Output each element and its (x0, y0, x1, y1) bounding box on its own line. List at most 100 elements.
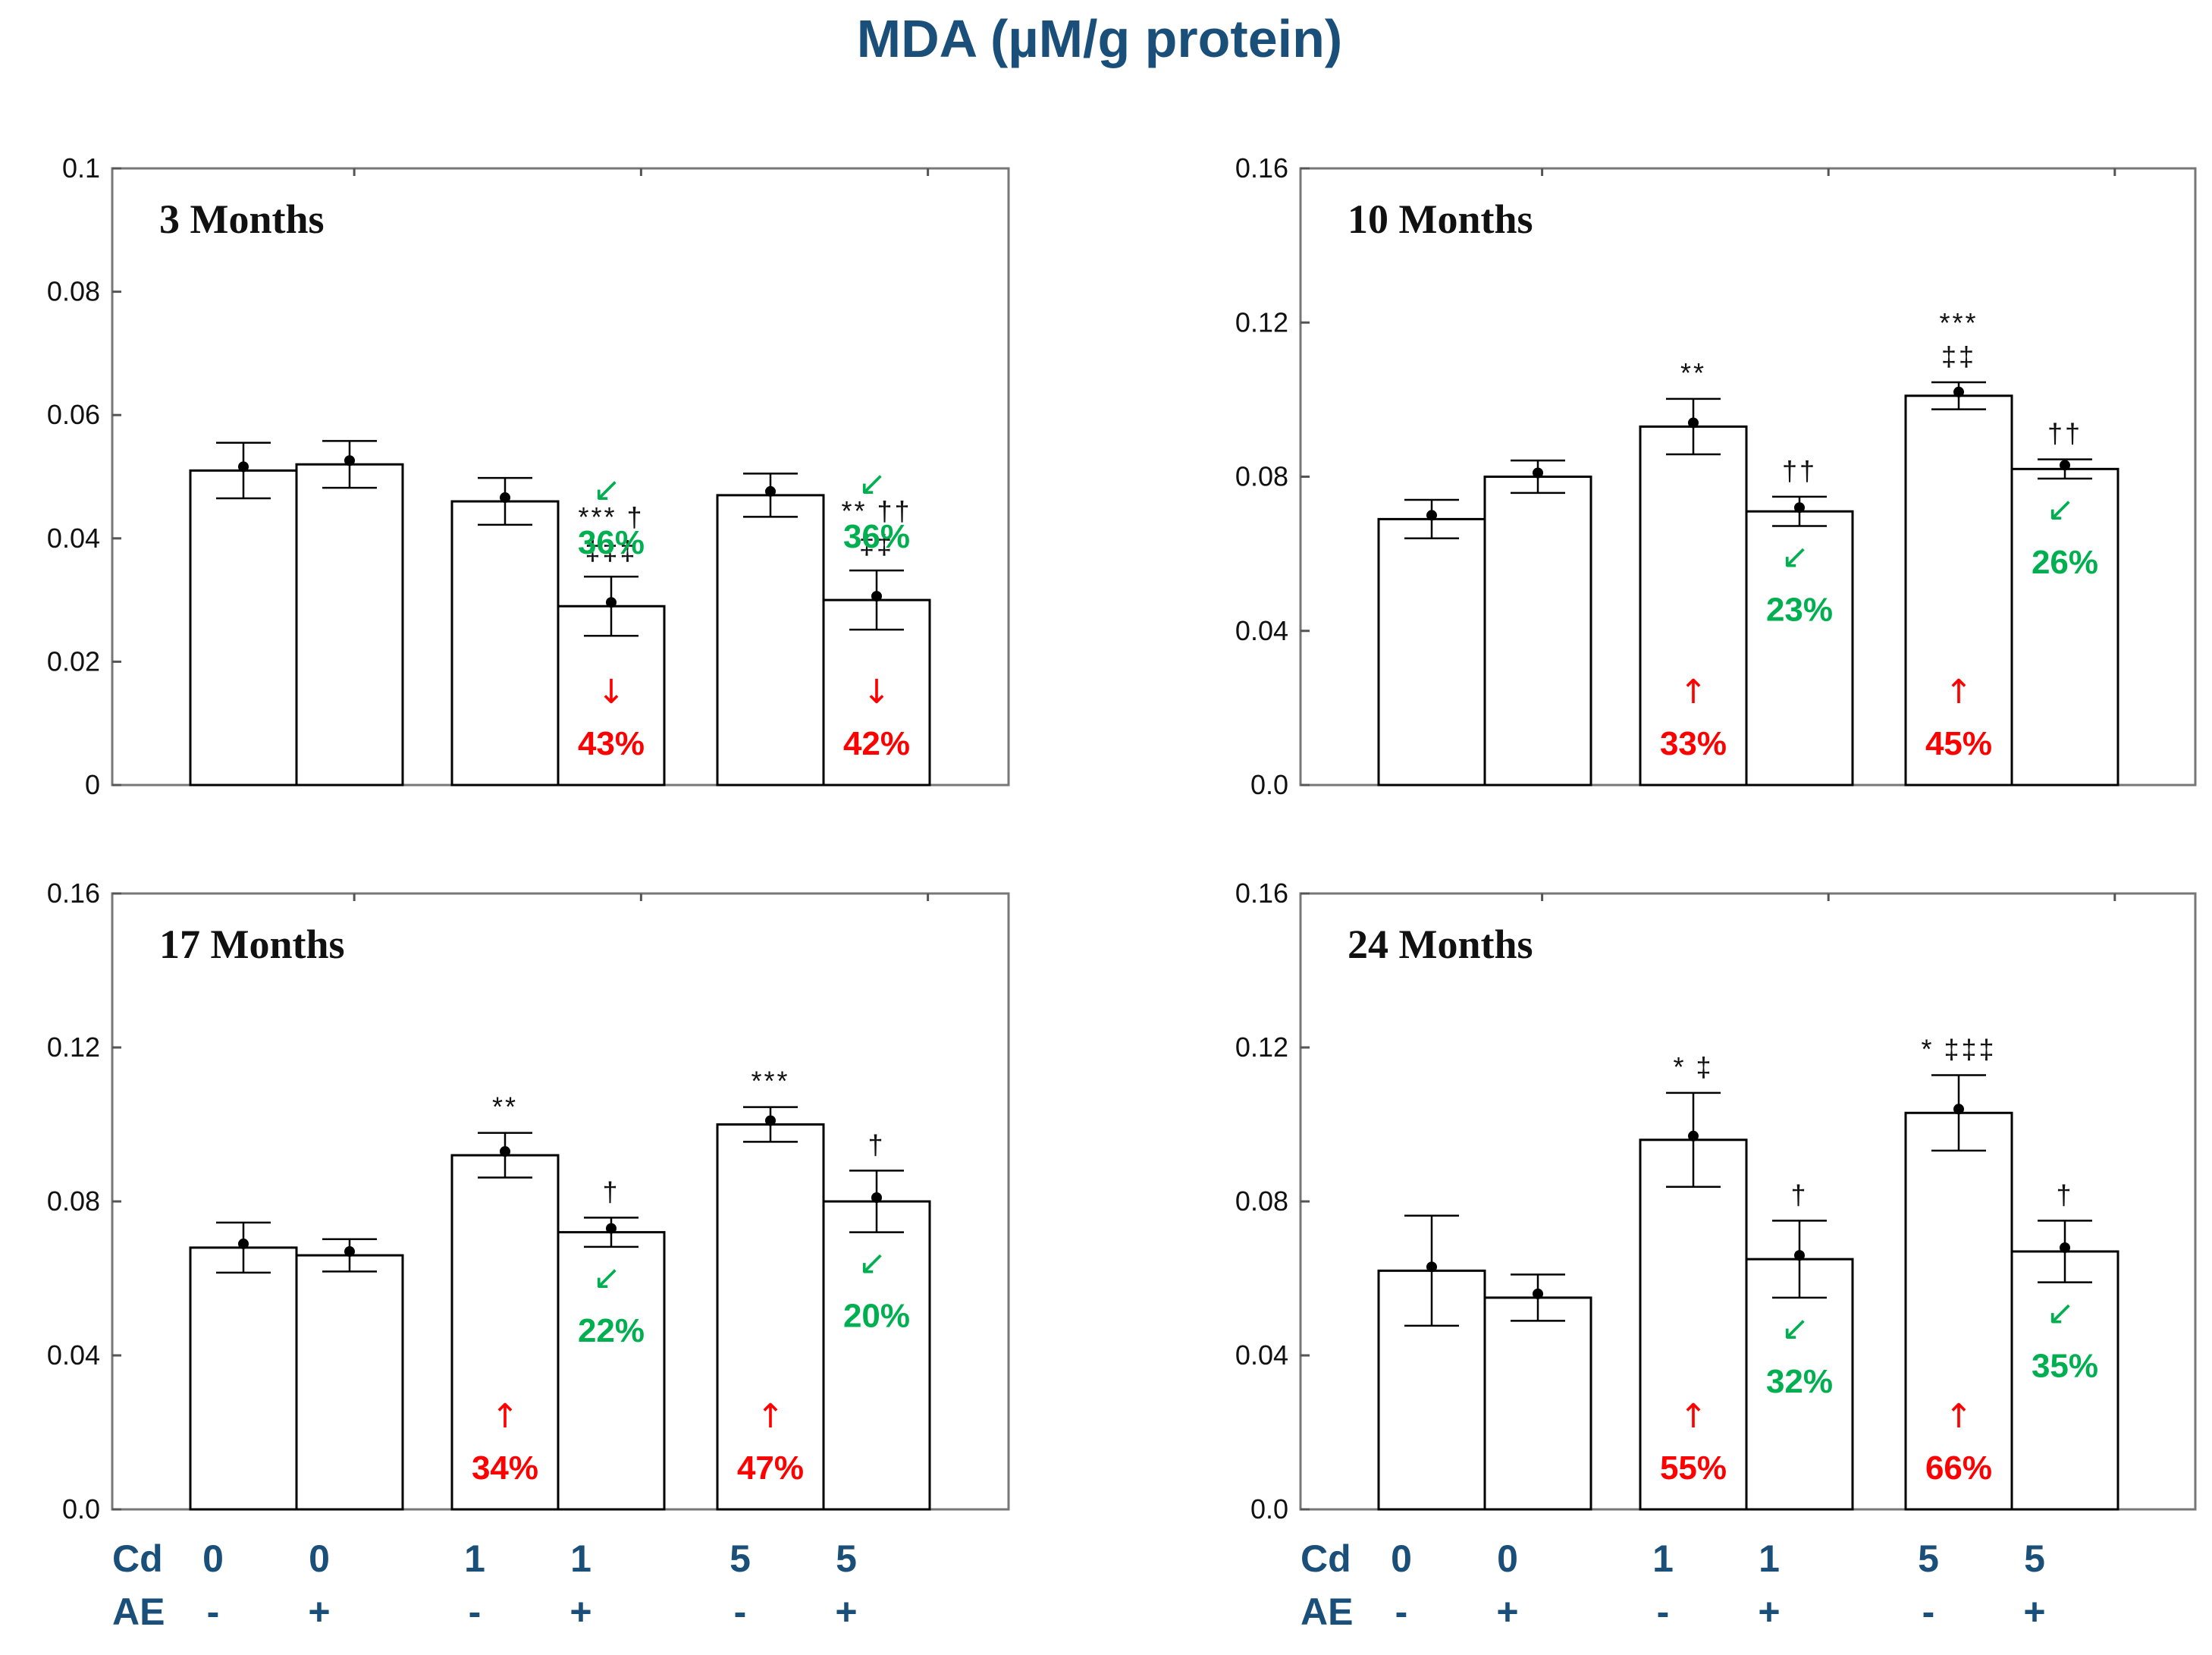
mean-point (606, 597, 617, 608)
significance-label: ‡‡ (859, 529, 894, 560)
down-arrow-icon: ↓ (863, 673, 891, 711)
ae-treatment-label: - (1657, 1591, 1670, 1633)
y-tick-label: 0.04 (47, 1339, 100, 1371)
cd-dose-label: 0 (1497, 1537, 1518, 1580)
cd-dose-label: 5 (2024, 1537, 2045, 1580)
significance-label: †† (2047, 418, 2082, 449)
mean-point (238, 461, 249, 473)
figure-title: MDA (µM/g protein) (857, 9, 1342, 68)
panel-title: 17 Months (159, 922, 345, 967)
y-tick-label: 0.12 (1235, 306, 1288, 338)
down-left-arrow-icon: ↙ (858, 1244, 886, 1283)
y-tick-label: 0.0 (1250, 1493, 1288, 1525)
y-tick-label: 0.08 (1235, 461, 1288, 492)
bar (295, 1254, 404, 1511)
cd-dose-label: 5 (729, 1537, 751, 1580)
cd-axis-label: Cd (112, 1537, 163, 1580)
mean-point (606, 1223, 617, 1234)
down-arrow-icon: ↓ (598, 673, 626, 711)
y-tick-label: 0.12 (47, 1032, 100, 1063)
bar (189, 1246, 298, 1511)
panel-title: 10 Months (1348, 196, 1533, 242)
down-left-arrow-icon: ↙ (593, 470, 621, 509)
ae-treatment-label: + (835, 1591, 857, 1633)
cd-axis-label: Cd (1301, 1537, 1351, 1580)
y-tick-label: 0.1 (62, 152, 100, 184)
bar (822, 1200, 931, 1511)
bar (557, 1231, 666, 1511)
ae-treatment-label: + (2023, 1591, 2045, 1633)
reduction-percent: 20% (843, 1298, 910, 1335)
bar (1377, 517, 1486, 787)
ae-treatment-label: - (469, 1591, 482, 1633)
significance-label: *** (1939, 307, 1978, 338)
bar (1904, 394, 2013, 787)
y-tick-label: 0.12 (1235, 1032, 1288, 1063)
up-arrow-icon: ↑ (1680, 1397, 1708, 1436)
mean-point (500, 1146, 510, 1157)
ae-treatment-label: + (1496, 1591, 1518, 1633)
increase-percent: 34% (472, 1449, 538, 1487)
reduction-percent: 23% (1766, 592, 1833, 629)
cd-dose-label: 1 (1759, 1537, 1780, 1580)
mean-point (1426, 510, 1437, 521)
down-left-arrow-icon: ↙ (2047, 490, 2075, 529)
bar (822, 598, 931, 787)
significance-label: †† (1782, 455, 1817, 486)
mean-point (2060, 1242, 2070, 1253)
cd-dose-label: 5 (1918, 1537, 1939, 1580)
cd-dose-label: 5 (836, 1537, 857, 1580)
panel-17-months: 0.0 0.04 0.08 0.12 0.16 17 Months ** ↑ 34% † ↙ 22% *… (47, 878, 1010, 1525)
y-tick-label: 0.04 (1235, 1339, 1288, 1371)
down-left-arrow-icon: ↙ (2047, 1294, 2075, 1333)
significance-label: *** (751, 1066, 789, 1097)
decrease-percent: 43% (578, 725, 645, 762)
ae-treatment-label: + (1758, 1591, 1780, 1633)
mean-point (871, 1192, 882, 1203)
reduction-percent: 32% (1766, 1363, 1833, 1400)
mean-point (500, 492, 510, 504)
bar (1745, 510, 1854, 787)
decrease-percent: 42% (843, 725, 910, 762)
group-label-row: Cd AE 0 - 0 +1 - 1 +5 - 5 + (112, 1537, 858, 1633)
ae-axis-label: AE (1301, 1591, 1353, 1633)
mean-point (765, 1115, 776, 1126)
up-arrow-icon: ↑ (491, 1397, 519, 1436)
mean-point (1953, 1104, 1964, 1115)
up-arrow-icon: ↑ (1945, 673, 1973, 711)
significance-label: * ‡‡‡ (1921, 1034, 1996, 1065)
significance-label: ** †† (841, 495, 911, 526)
y-tick-label: 0.04 (1235, 615, 1288, 646)
increase-percent: 55% (1660, 1449, 1727, 1487)
bar (1904, 1111, 2013, 1511)
up-arrow-icon: ↑ (757, 1397, 785, 1436)
y-tick-label: 0.08 (47, 1186, 100, 1217)
ae-treatment-label: - (1395, 1591, 1408, 1633)
mean-point (765, 485, 776, 497)
mean-point (1794, 502, 1805, 513)
panel-10-months: 0.0 0.04 0.08 0.12 0.16 10 Months ** ↑ 33% †† ↙ 23%… (1235, 152, 2197, 800)
mean-point (871, 591, 882, 602)
significance-label: † (1790, 1179, 1808, 1210)
panel-title: 3 Months (159, 196, 325, 242)
increase-percent: 66% (1925, 1449, 1992, 1487)
y-tick-label: 0.0 (62, 1493, 100, 1525)
mean-point (1953, 386, 1964, 397)
down-left-arrow-icon: ↙ (1781, 538, 1809, 576)
mean-point (1794, 1250, 1805, 1261)
mean-point (1533, 1288, 1543, 1299)
bar (295, 463, 404, 787)
bar (716, 494, 825, 787)
bar (450, 1154, 560, 1511)
reduction-percent: 36% (578, 524, 645, 561)
mean-point (238, 1238, 249, 1249)
ae-treatment-label: - (207, 1591, 220, 1633)
cd-dose-label: 0 (309, 1537, 330, 1580)
panels: 00.020.040.060.080.13 Months*** †‡‡‡↙36%… (47, 152, 2197, 1525)
mean-point (1426, 1261, 1437, 1273)
significance-label: ‡‡ (1941, 341, 1976, 372)
mean-point (1533, 467, 1543, 479)
significance-label: * ‡ (1673, 1051, 1713, 1082)
ae-treatment-label: - (734, 1591, 747, 1633)
